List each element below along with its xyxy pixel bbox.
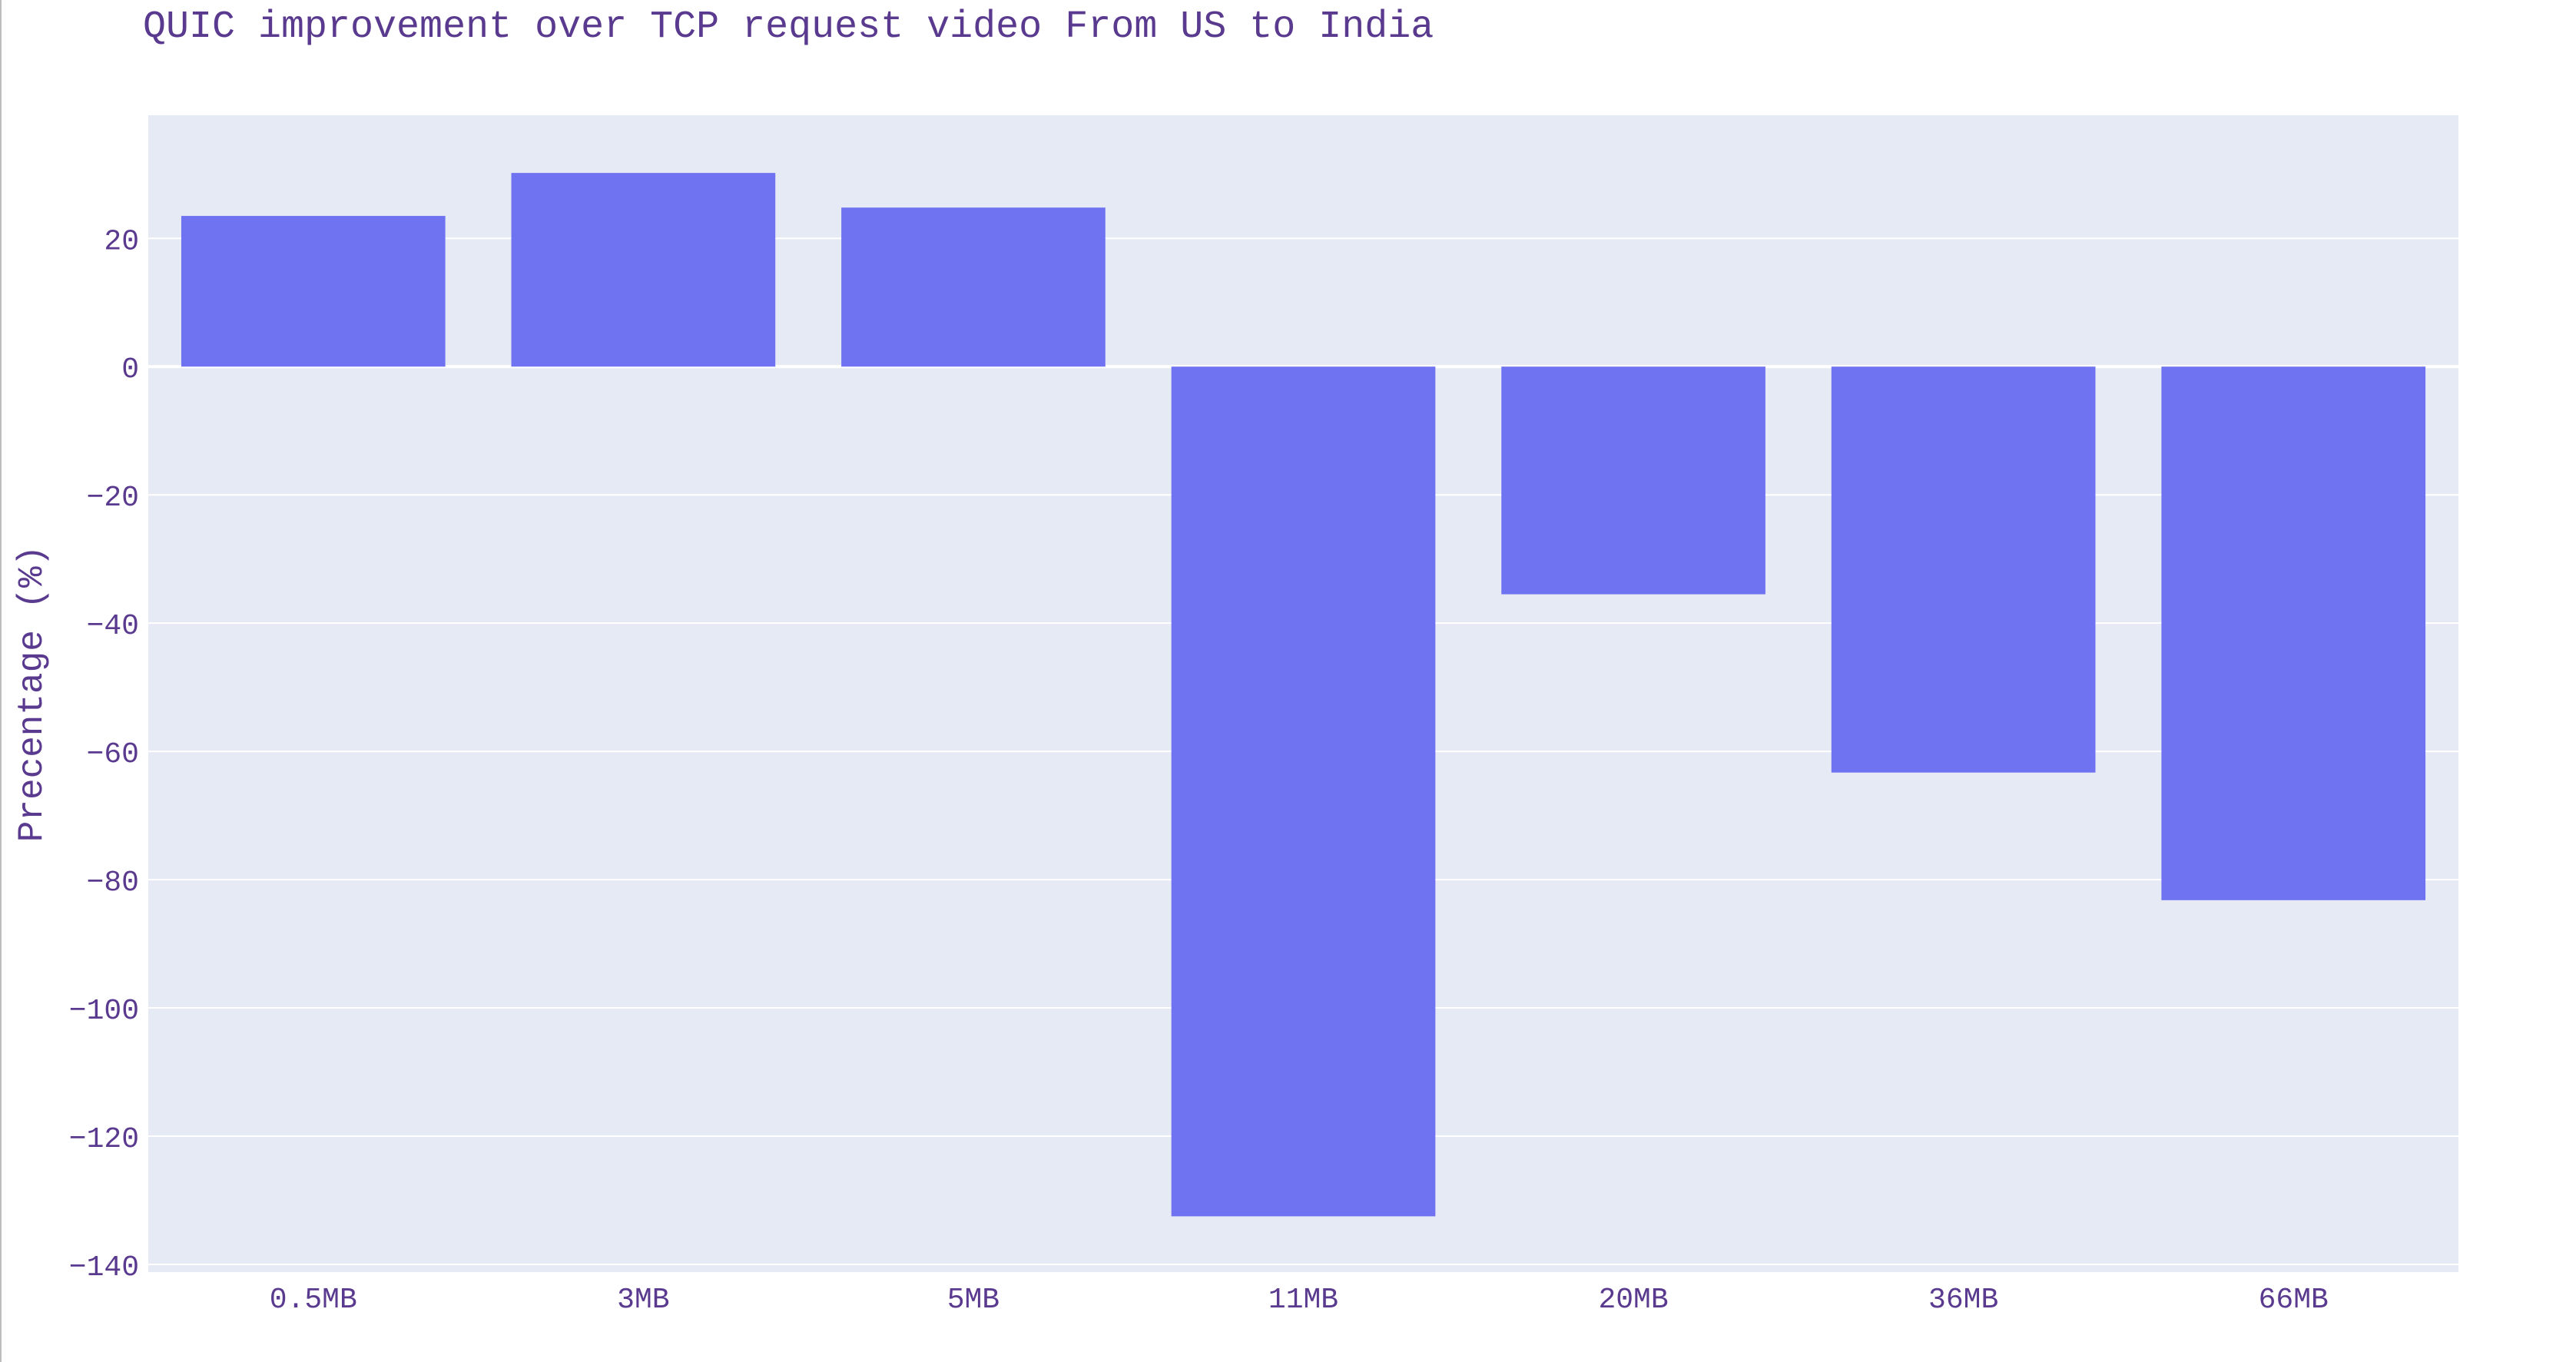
bar-3mb [511, 173, 776, 367]
y-tick-label: −40 [87, 610, 139, 643]
bar-66mb [2161, 366, 2426, 900]
y-axis-label: Precentage (%) [12, 545, 52, 842]
y-tick-label: −20 [87, 482, 139, 515]
y-tick-label: 20 [104, 225, 139, 258]
x-tick-label: 36MB [1928, 1284, 1998, 1317]
bar-5mb [841, 207, 1106, 367]
bar-36mb [1831, 366, 2096, 773]
y-tick-label: −120 [69, 1123, 139, 1156]
x-tick-label: 3MB [617, 1284, 669, 1317]
y-tick-label: −100 [69, 995, 139, 1028]
chart-title: QUIC improvement over TCP request video … [143, 5, 1434, 49]
y-tick-label: 0 [121, 353, 139, 386]
window-left-edge [0, 0, 2, 1362]
x-tick-label: 66MB [2259, 1284, 2329, 1317]
bar-11mb [1171, 366, 1436, 1217]
bars [181, 173, 2426, 1217]
x-tick-label: 11MB [1268, 1284, 1338, 1317]
bar-20mb [1501, 366, 1765, 595]
x-axis-ticks: 0.5MB 3MB 5MB 11MB 20MB 36MB 66MB [270, 1284, 2329, 1317]
y-axis-ticks: 20 0 −20 −40 −60 −80 −100 −120 −140 [69, 225, 139, 1284]
y-tick-label: −140 [69, 1251, 139, 1284]
x-tick-label: 5MB [947, 1284, 1000, 1317]
y-tick-label: −60 [87, 738, 139, 771]
bar-0-5mb [181, 216, 446, 367]
x-tick-label: 20MB [1598, 1284, 1668, 1317]
x-tick-label: 0.5MB [270, 1284, 357, 1317]
y-tick-label: −80 [87, 867, 139, 900]
